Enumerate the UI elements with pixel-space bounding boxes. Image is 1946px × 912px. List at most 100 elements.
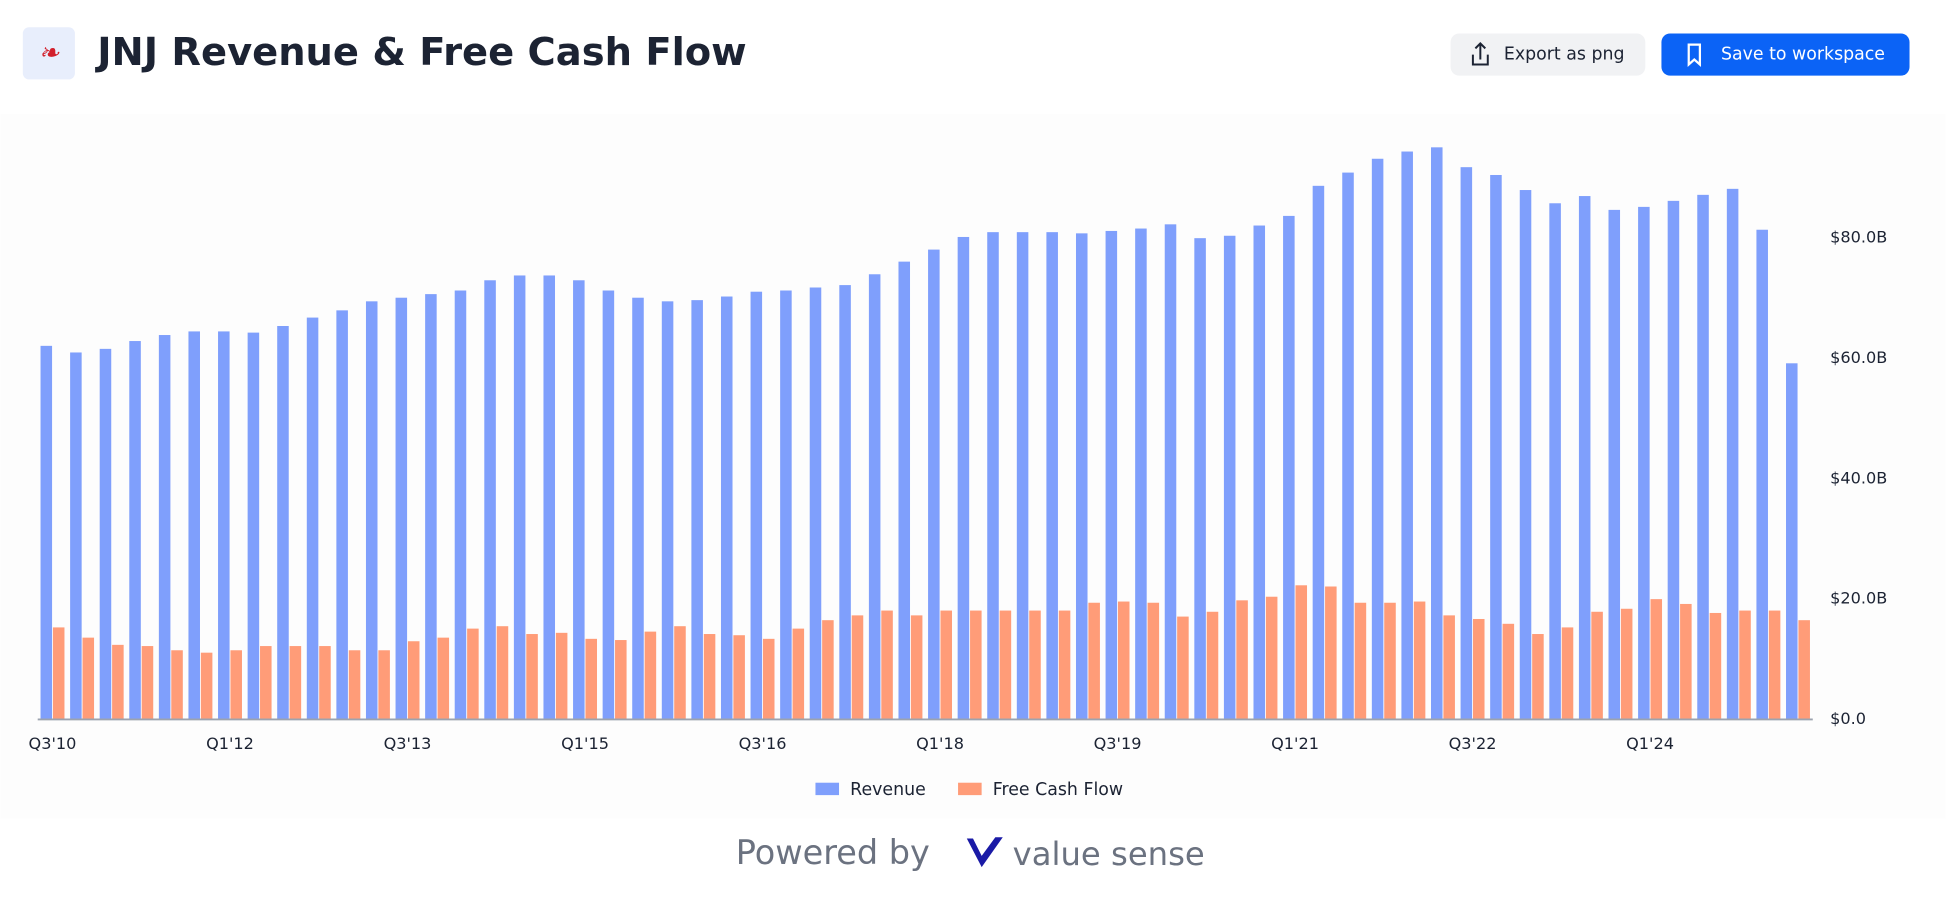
bar (1650, 599, 1663, 720)
bar (602, 290, 615, 720)
bar (188, 331, 200, 720)
bar (467, 628, 479, 720)
bar (247, 332, 260, 720)
bar (129, 341, 141, 720)
bar (839, 285, 851, 720)
bar (1768, 610, 1781, 720)
bar (454, 290, 467, 720)
bar (1709, 612, 1722, 720)
bar (1016, 232, 1029, 720)
bar (1046, 232, 1058, 720)
bar (970, 610, 982, 720)
bar (141, 646, 154, 720)
powered-by: Powered by (736, 833, 930, 872)
bar (496, 626, 509, 720)
bar (277, 325, 289, 720)
bar (70, 352, 82, 720)
bar (437, 637, 450, 720)
bar (1295, 585, 1308, 720)
bar (200, 652, 213, 720)
bar (348, 650, 361, 720)
bar (928, 249, 940, 720)
bar (306, 317, 319, 720)
save-button[interactable]: Save to workspace (1661, 33, 1910, 76)
save-button-bg[interactable] (1661, 33, 1910, 76)
bar (957, 236, 970, 720)
bar (513, 275, 526, 720)
bar (898, 261, 911, 720)
bar (1739, 610, 1751, 720)
bar (792, 628, 805, 720)
bar (1726, 188, 1739, 720)
bar (644, 631, 657, 720)
y-tick-label: $0.0 (1830, 709, 1866, 728)
bar (52, 627, 65, 720)
export-label[interactable]: Export as png (1504, 45, 1625, 65)
legend-swatch (815, 782, 840, 796)
x-tick-label: Q3'22 (1449, 734, 1497, 753)
save-icon (1687, 43, 1702, 67)
bar (1384, 602, 1396, 720)
bar (1532, 634, 1544, 720)
bar (425, 294, 437, 720)
export-button-bg[interactable] (1450, 33, 1646, 76)
bar (661, 301, 674, 720)
bar (1502, 623, 1515, 720)
x-tick-label: Q3'13 (384, 734, 432, 753)
bar (171, 650, 183, 720)
bar (1460, 167, 1473, 720)
export-button[interactable]: Export as png (1450, 33, 1646, 76)
bar (940, 610, 953, 720)
bar (762, 638, 775, 720)
bar (851, 615, 864, 720)
bar (691, 300, 703, 720)
bar (1342, 172, 1354, 720)
bar (1147, 602, 1160, 720)
bar (1786, 363, 1798, 720)
bar (1667, 200, 1680, 720)
bar (1591, 611, 1603, 720)
x-tick-label: Q1'21 (1271, 734, 1319, 753)
bar (395, 297, 408, 720)
bar (809, 287, 822, 720)
bar (750, 291, 763, 720)
bar (1265, 596, 1278, 720)
bar (1312, 185, 1325, 720)
bar (1371, 158, 1384, 720)
legend-swatch (958, 782, 982, 796)
bar (1578, 196, 1591, 720)
legend-label: Free Cash Flow (993, 780, 1123, 800)
bar (112, 644, 124, 720)
brand-logo (966, 837, 1003, 868)
bar (822, 620, 834, 720)
bar (1519, 190, 1532, 720)
bar (1164, 224, 1177, 720)
bar (1088, 602, 1100, 720)
bar (1638, 206, 1650, 720)
bar (881, 610, 893, 720)
logo (22, 27, 75, 80)
bar (526, 634, 538, 720)
bar (573, 280, 585, 720)
save-label[interactable]: Save to workspace (1721, 45, 1885, 65)
y-tick-label: $20.0B (1830, 589, 1887, 608)
bar (987, 232, 999, 720)
bar (1798, 620, 1810, 720)
bar (1194, 238, 1206, 720)
bar (720, 296, 733, 720)
bar (1490, 174, 1502, 720)
bar (1117, 601, 1130, 720)
bar (1177, 616, 1189, 720)
chart-title: JNJ Revenue & Free Cash Flow (94, 30, 746, 75)
x-tick-label: Q3'19 (1094, 734, 1142, 753)
bar (1058, 610, 1071, 720)
bar (615, 640, 627, 720)
bar (674, 626, 686, 720)
bar (1431, 147, 1443, 720)
bar (484, 280, 496, 720)
bar (319, 646, 331, 720)
bar (555, 632, 568, 720)
bar (1253, 225, 1266, 720)
x-tick-label: Q1'24 (1626, 734, 1674, 753)
